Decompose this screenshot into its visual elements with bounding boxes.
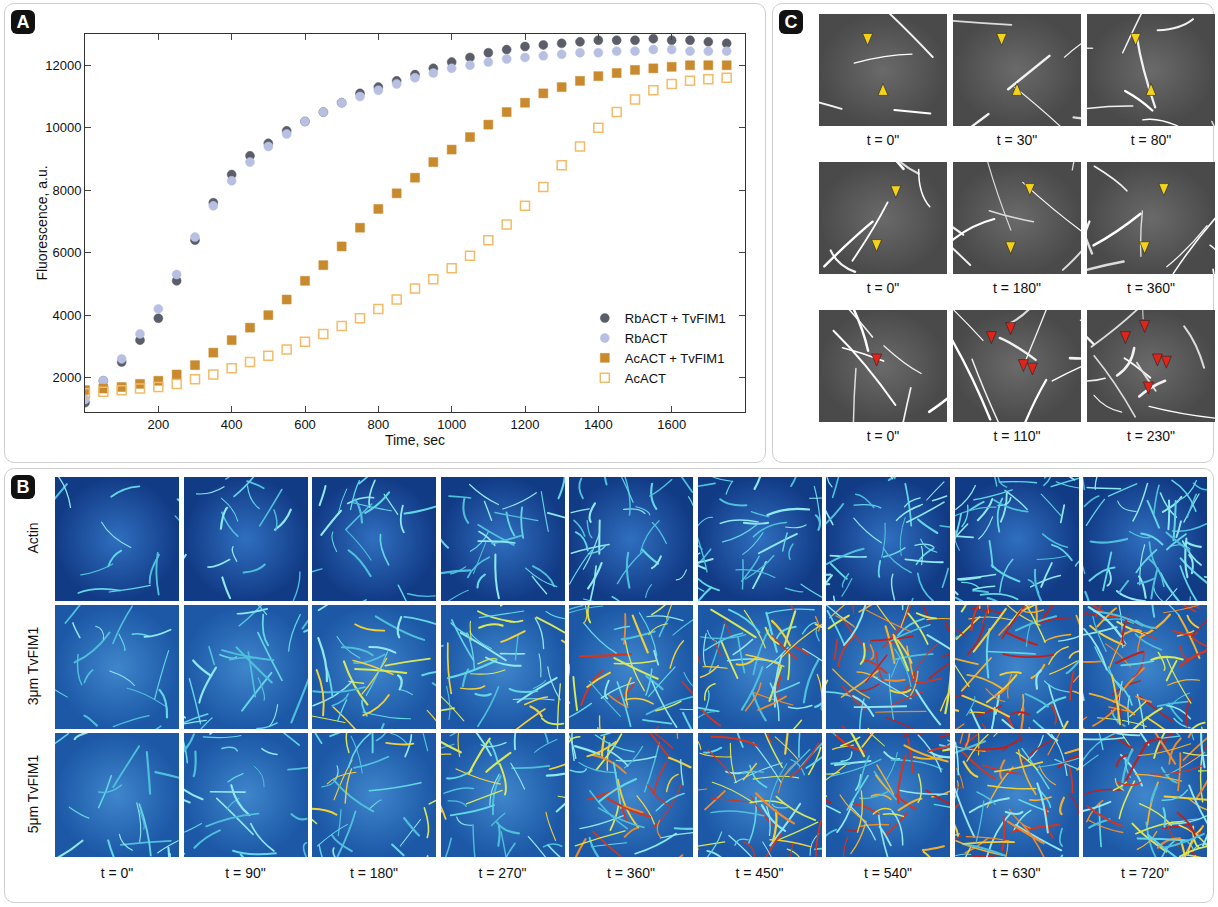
html-text:B: B: [16, 477, 30, 497]
html-text:t = 270": t = 270": [478, 865, 527, 881]
html-text:t = 0": t = 0": [100, 865, 134, 881]
svg-text:1600: 1600: [657, 417, 686, 432]
svg-text:AcACT: AcACT: [625, 371, 666, 386]
html-text:t = 90": t = 90": [225, 865, 266, 881]
svg-text:1400: 1400: [584, 417, 613, 432]
html-text:Actin: Actin: [25, 522, 41, 554]
html-text:t = 360": t = 360": [606, 865, 656, 881]
html-text:t = 0": t = 0": [866, 428, 900, 444]
svg-text:400: 400: [221, 417, 243, 432]
html-text:t = 540": t = 540": [863, 865, 913, 881]
html-text:t = 80": t = 80": [1130, 132, 1172, 148]
html-text:t = 30": t = 30": [996, 132, 1038, 148]
svg-text:200: 200: [147, 417, 169, 432]
html-text:t = 230": t = 230": [1126, 428, 1176, 444]
svg-text:RbACT + TvFIM1: RbACT + TvFIM1: [625, 311, 726, 326]
html-text:C: C: [784, 12, 798, 32]
svg-text:8000: 8000: [52, 183, 81, 198]
svg-text:4000: 4000: [52, 308, 81, 323]
svg-text:12000: 12000: [45, 58, 81, 73]
html-text:t = 720": t = 720": [1120, 865, 1170, 881]
svg-text:AcACT + TvFIM1: AcACT + TvFIM1: [625, 351, 725, 366]
html-text:3μm TvFIM1: 3μm TvFIM1: [25, 626, 41, 706]
svg-text:2000: 2000: [52, 370, 81, 385]
html-text:t = 0": t = 0": [866, 280, 900, 296]
svg-text:10000: 10000: [45, 120, 81, 135]
html-text:t = 0": t = 0": [866, 132, 900, 148]
svg-text:Fluorescence, a.u.: Fluorescence, a.u.: [34, 165, 50, 280]
html-text:A: A: [16, 12, 30, 32]
svg-text:RbACT: RbACT: [625, 331, 668, 346]
html-text:5μm TvFIM1: 5μm TvFIM1: [25, 754, 41, 834]
svg-text:6000: 6000: [52, 245, 81, 260]
html-text:t = 180": t = 180": [349, 865, 399, 881]
html-text:t = 110": t = 110": [993, 428, 1041, 444]
html-text:t = 360": t = 360": [1126, 280, 1176, 296]
svg-text:1200: 1200: [511, 417, 540, 432]
svg-text:1000: 1000: [437, 417, 466, 432]
svg-text:Time, sec: Time, sec: [385, 432, 445, 448]
svg-text:600: 600: [294, 417, 316, 432]
html-text:t = 630": t = 630": [992, 865, 1041, 881]
html-text:t = 450": t = 450": [735, 865, 784, 881]
html-text:t = 180": t = 180": [992, 280, 1042, 296]
svg-text:800: 800: [367, 417, 389, 432]
